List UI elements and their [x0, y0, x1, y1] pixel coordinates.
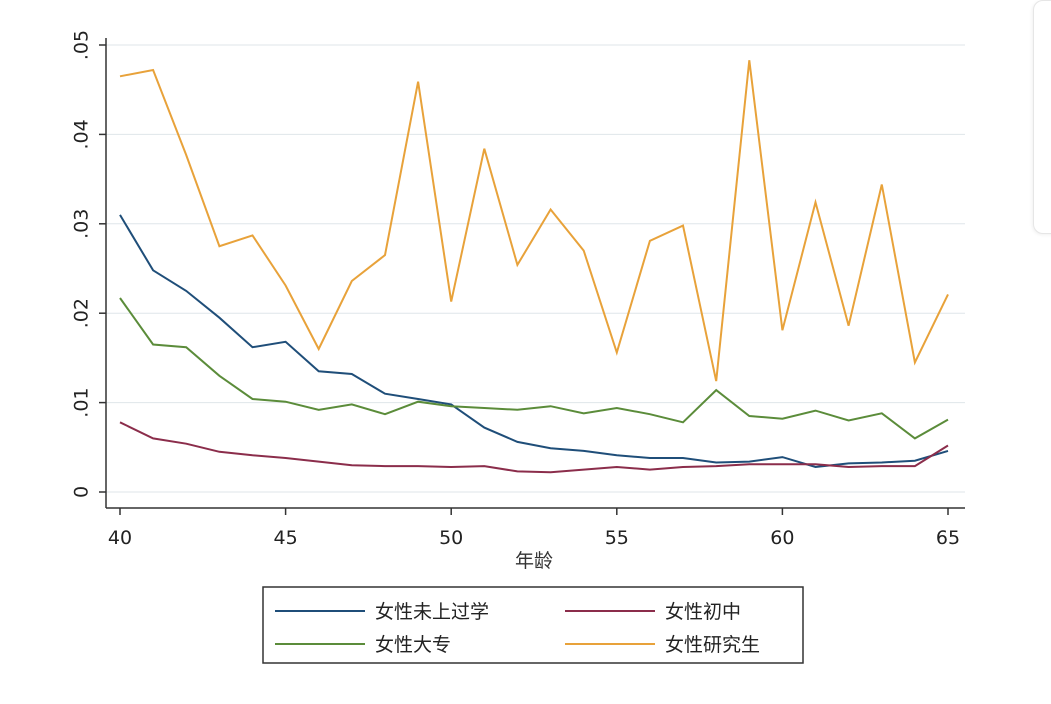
legend-label: 女性未上过学 — [375, 601, 489, 623]
y-tick-label: .02 — [71, 298, 93, 328]
x-tick-label: 60 — [770, 527, 794, 549]
y-tick-label: 0 — [71, 486, 93, 498]
x-tick-label: 40 — [108, 527, 132, 549]
legend-label: 女性研究生 — [665, 634, 760, 656]
axes — [105, 38, 965, 509]
y-tick-label: .03 — [71, 209, 93, 239]
y-tick-label: .04 — [71, 119, 93, 149]
x-tick-label: 50 — [439, 527, 463, 549]
x-tick-label: 65 — [936, 527, 960, 549]
y-tick-label: .01 — [71, 387, 93, 417]
legend-label: 女性大专 — [375, 634, 451, 656]
x-axis-title: 年龄 — [515, 550, 553, 572]
x-axis-ticks: 40 45 50 55 60 65 — [108, 508, 960, 549]
y-axis-ticks: 0 .01 .02 .03 .04 .05 — [71, 30, 106, 498]
side-panel-edge — [1033, 0, 1051, 234]
y-tick-label: .05 — [71, 30, 93, 60]
legend-box — [262, 586, 804, 664]
series-line-1 — [119, 214, 949, 469]
x-tick-label: 45 — [274, 527, 298, 549]
series-line-3 — [119, 297, 949, 440]
grid-lines — [106, 44, 965, 493]
legend-label: 女性初中 — [665, 601, 741, 623]
series-line-4 — [119, 60, 949, 382]
series-line-2 — [119, 421, 949, 474]
x-tick-label: 55 — [605, 527, 629, 549]
series-lines — [119, 60, 949, 474]
